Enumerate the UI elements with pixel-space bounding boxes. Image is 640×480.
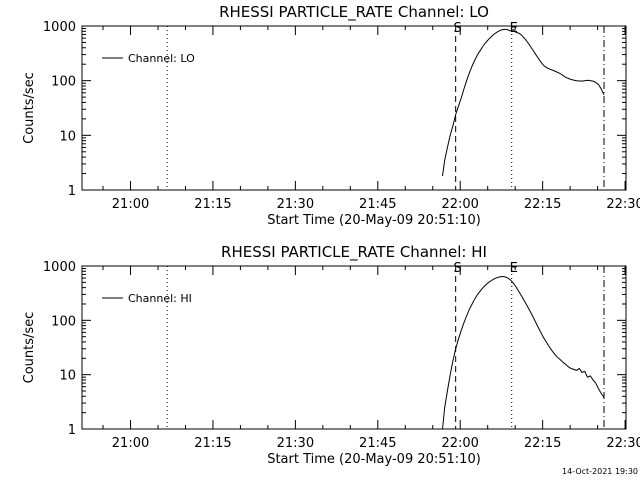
x-tick-label: 21:00 (112, 197, 149, 212)
y-tick-label: 1000 (43, 260, 76, 275)
y-axis-label: Counts/sec (22, 312, 37, 384)
x-tick-label: 21:30 (277, 436, 314, 451)
y-tick-label: 1 (68, 184, 76, 199)
x-axis-label: Start Time (20-May-09 20:51:10) (267, 452, 481, 467)
y-tick-label: 100 (51, 314, 76, 329)
legend-label: Channel: HI (128, 292, 192, 305)
marker-label: S (454, 261, 462, 276)
y-tick-label: 1000 (43, 20, 76, 35)
x-tick-label: 22:15 (524, 436, 561, 451)
y-axis-label: Counts/sec (22, 72, 37, 144)
x-tick-label: 21:15 (194, 197, 231, 212)
x-tick-label: 21:45 (359, 436, 396, 451)
marker-label: E (510, 261, 518, 276)
x-tick-label: 22:30 (606, 436, 640, 451)
marker-label: E (510, 21, 518, 36)
x-axis-label: Start Time (20-May-09 20:51:10) (267, 213, 481, 228)
chart-lo-channel: RHESSI PARTICLE_RATE Channel: LO 1 10 100 10… (22, 3, 640, 228)
y-tick-label: 10 (59, 129, 76, 144)
chart-hi-channel: RHESSI PARTICLE_RATE Channel: HI 1 10 100 10… (22, 243, 640, 467)
series-line (442, 28, 605, 177)
chart-title: RHESSI PARTICLE_RATE Channel: HI (221, 243, 487, 262)
y-tick-label: 1 (68, 423, 76, 438)
x-tick-label: 21:15 (194, 436, 231, 451)
x-tick-label: 22:00 (441, 197, 478, 212)
legend-label: Channel: LO (128, 52, 195, 65)
y-tick-label: 100 (51, 75, 76, 90)
y-tick-label: 10 (59, 369, 76, 384)
x-tick-label: 22:00 (441, 436, 478, 451)
plot-frame (81, 25, 627, 191)
x-tick-label: 22:15 (524, 197, 561, 212)
chart-title: RHESSI PARTICLE_RATE Channel: LO (219, 3, 489, 22)
series-line (442, 275, 605, 430)
generation-timestamp: 14-Oct-2021 19:30 (562, 467, 638, 476)
marker-label: S (454, 21, 462, 36)
x-tick-label: 21:30 (277, 197, 314, 212)
x-tick-label: 21:00 (112, 436, 149, 451)
x-tick-label: 22:30 (606, 197, 640, 212)
plot-frame (81, 265, 627, 430)
x-tick-label: 21:45 (359, 197, 396, 212)
